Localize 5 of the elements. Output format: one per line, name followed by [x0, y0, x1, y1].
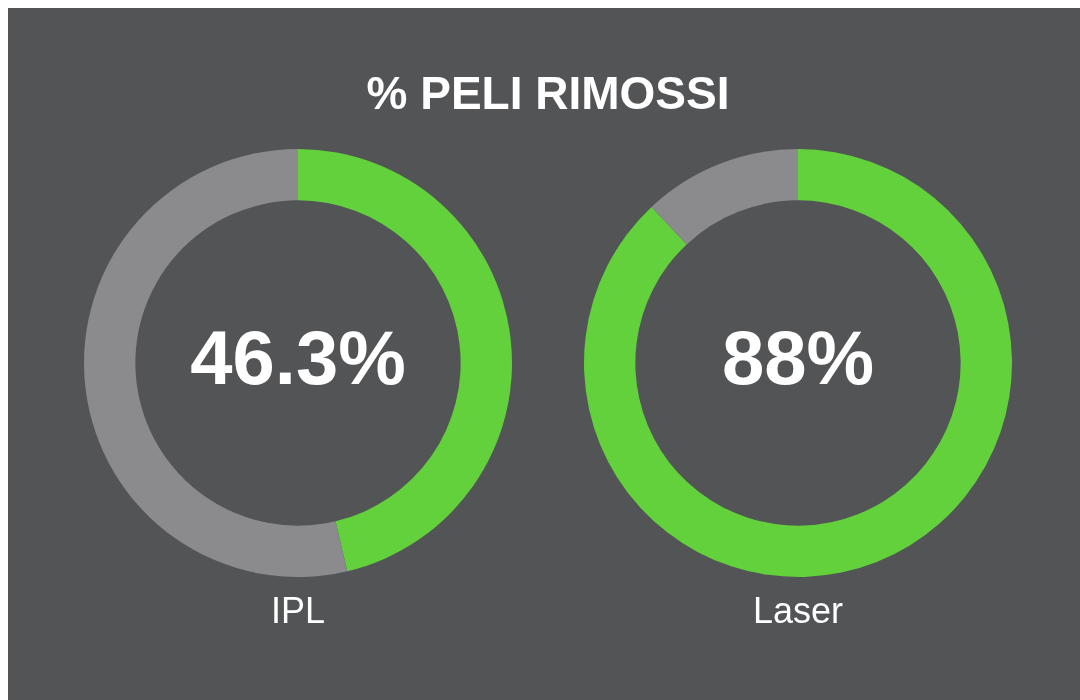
data-label: 46.3%	[190, 314, 406, 400]
text: Laser	[751, 590, 845, 632]
chart-title: % PELI RIMOSSI	[365, 66, 731, 120]
data-label: 88%	[721, 314, 875, 400]
text: IPL	[269, 590, 326, 632]
